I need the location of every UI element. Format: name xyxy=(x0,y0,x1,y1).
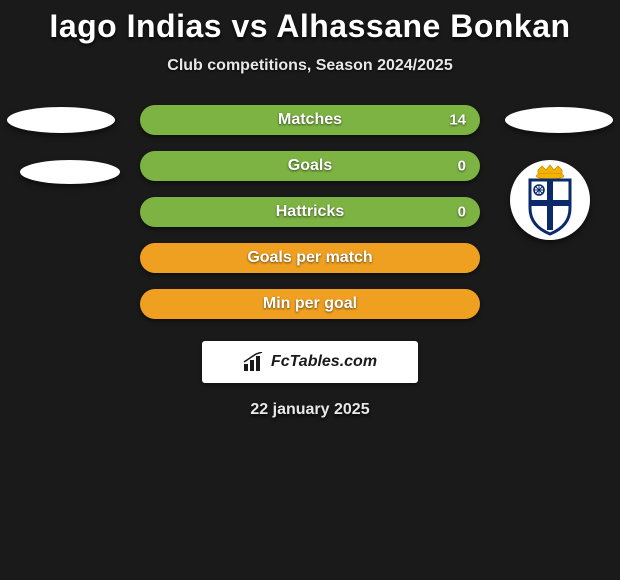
stat-value: 0 xyxy=(458,158,466,175)
stat-value: 14 xyxy=(449,112,466,129)
stat-bar-goals: Goals 0 xyxy=(140,151,480,181)
stat-label: Hattricks xyxy=(276,203,344,221)
comparison-card: Iago Indias vs Alhassane Bonkan Club com… xyxy=(0,0,620,419)
page-title: Iago Indias vs Alhassane Bonkan xyxy=(49,8,570,45)
stat-bar-matches: Matches 14 xyxy=(140,105,480,135)
player-left-ellipse-1 xyxy=(7,107,115,133)
club-badge xyxy=(510,160,590,240)
branding-text: FcTables.com xyxy=(271,353,377,371)
stat-bars: Matches 14 Goals 0 Hattricks 0 Goals per match… xyxy=(140,105,480,319)
date-label: 22 january 2025 xyxy=(0,401,620,419)
stat-bar-goals-per-match: Goals per match xyxy=(140,243,480,273)
stat-bar-hattricks: Hattricks 0 xyxy=(140,197,480,227)
stat-value: 0 xyxy=(458,204,466,221)
stat-label: Min per goal xyxy=(263,295,357,313)
branding-box[interactable]: FcTables.com xyxy=(202,341,418,383)
main-area: Matches 14 Goals 0 Hattricks 0 Goals per match… xyxy=(0,105,620,419)
player-right-ellipse-1 xyxy=(505,107,613,133)
stat-label: Goals per match xyxy=(247,249,372,267)
bars-icon xyxy=(243,352,267,372)
subtitle: Club competitions, Season 2024/2025 xyxy=(167,57,452,75)
club-crest-icon xyxy=(520,164,580,236)
stat-label: Matches xyxy=(278,111,342,129)
player-left-ellipse-2 xyxy=(20,160,120,184)
stat-bar-min-per-goal: Min per goal xyxy=(140,289,480,319)
stat-label: Goals xyxy=(288,157,332,175)
